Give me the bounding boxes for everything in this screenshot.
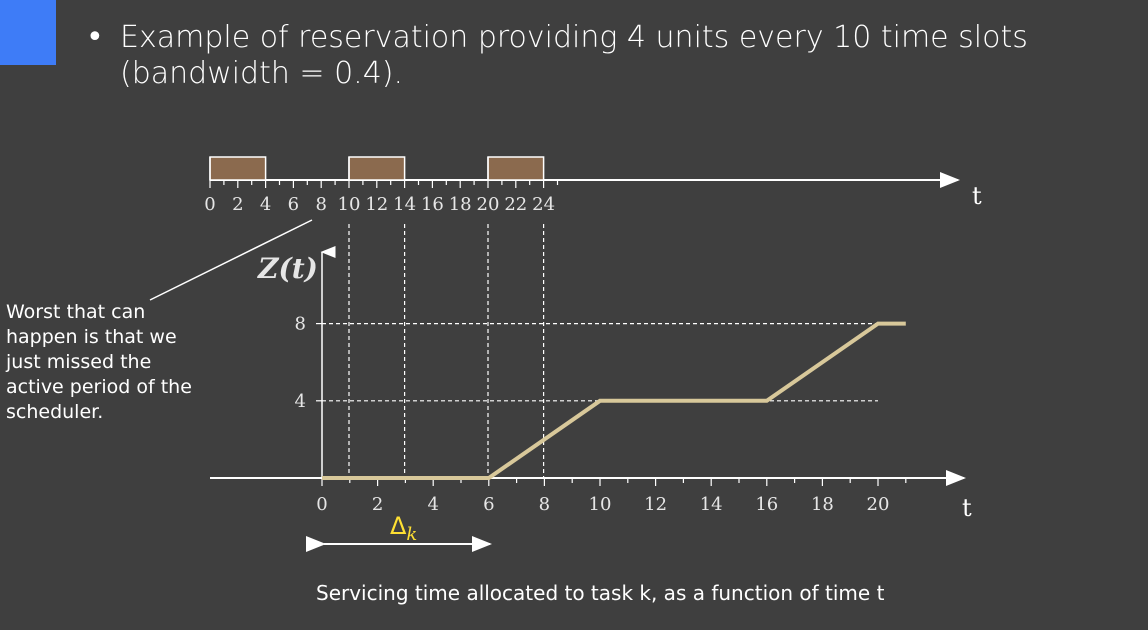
guide-lines [322,224,878,478]
timeline-tick-label: 16 [421,194,444,215]
timeline-tick-label: 20 [477,194,500,215]
timeline-tick-label: 10 [338,194,361,215]
timeline-tick-label: 12 [365,194,388,215]
active-periods [209,156,545,181]
accent-block [0,0,56,65]
caption: Servicing time allocated to task k, as a… [316,581,885,605]
z-series-line [322,321,906,480]
z-graph: 0 2 4 6 8 10 12 14 16 18 20 48 Z(t) t Δk [210,224,972,552]
active-period-block [487,156,545,181]
timeline-axis-label: t [972,182,982,210]
x-tick-label: 10 [589,494,612,515]
bullet-line-2: (bandwidth = 0.4). [120,56,404,91]
x-ticks: 0 2 4 6 8 10 12 14 16 18 20 [316,478,907,515]
x-tick-label: 14 [700,494,723,515]
x-tick-label: 18 [811,494,834,515]
timeline-tick-label: 18 [449,194,472,215]
delta-subscript: k [406,524,417,545]
note-line: Worst that can [6,301,146,323]
active-period-block [209,156,267,181]
x-tick-label: 6 [483,494,494,515]
timeline-tick-label: 8 [315,194,326,215]
x-tick-label: 0 [316,494,327,515]
delta-label: Δk [390,512,417,545]
active-period-block [348,156,406,181]
note-line: active period of the [6,376,192,398]
bullet-text: Example of reservation providing 4 units… [120,20,1080,92]
y-tick-label: 4 [295,391,306,412]
x-tick-label: 2 [372,494,383,515]
timeline-tick-label: 22 [504,194,527,215]
note-line: happen is that we [6,326,177,348]
worst-case-note: Worst that can happen is that we just mi… [6,300,226,425]
timeline-tick-label: 24 [532,194,555,215]
x-tick-label: 12 [644,494,667,515]
y-tick-label: 8 [295,314,306,335]
x-tick-label: 4 [427,494,438,515]
z-axis-label: Z(t) [257,252,318,285]
bullet-marker: • [86,20,104,55]
x-tick-label: 8 [539,494,550,515]
note-line: just missed the [6,351,152,373]
delta-symbol: Δ [390,512,407,540]
timeline-ticks: 0 2 4 6 8 10 12 14 16 18 20 22 24 [204,180,559,215]
x-tick-label: 20 [867,494,890,515]
timeline-tick-label: 4 [260,194,271,215]
timeline-chart: 0 2 4 6 8 10 12 14 16 18 20 22 24 t [204,156,982,215]
bullet-line-1: Example of reservation providing 4 units… [120,20,1028,55]
timeline-tick-label: 6 [288,194,299,215]
y-ticks: 48 [295,314,322,412]
graph-axis-label: t [962,494,972,522]
note-line: scheduler. [6,401,104,423]
timeline-tick-label: 2 [232,194,243,215]
timeline-tick-label: 14 [393,194,416,215]
timeline-tick-label: 0 [204,194,215,215]
x-tick-label: 16 [755,494,778,515]
annotation-leader-line [149,219,313,301]
